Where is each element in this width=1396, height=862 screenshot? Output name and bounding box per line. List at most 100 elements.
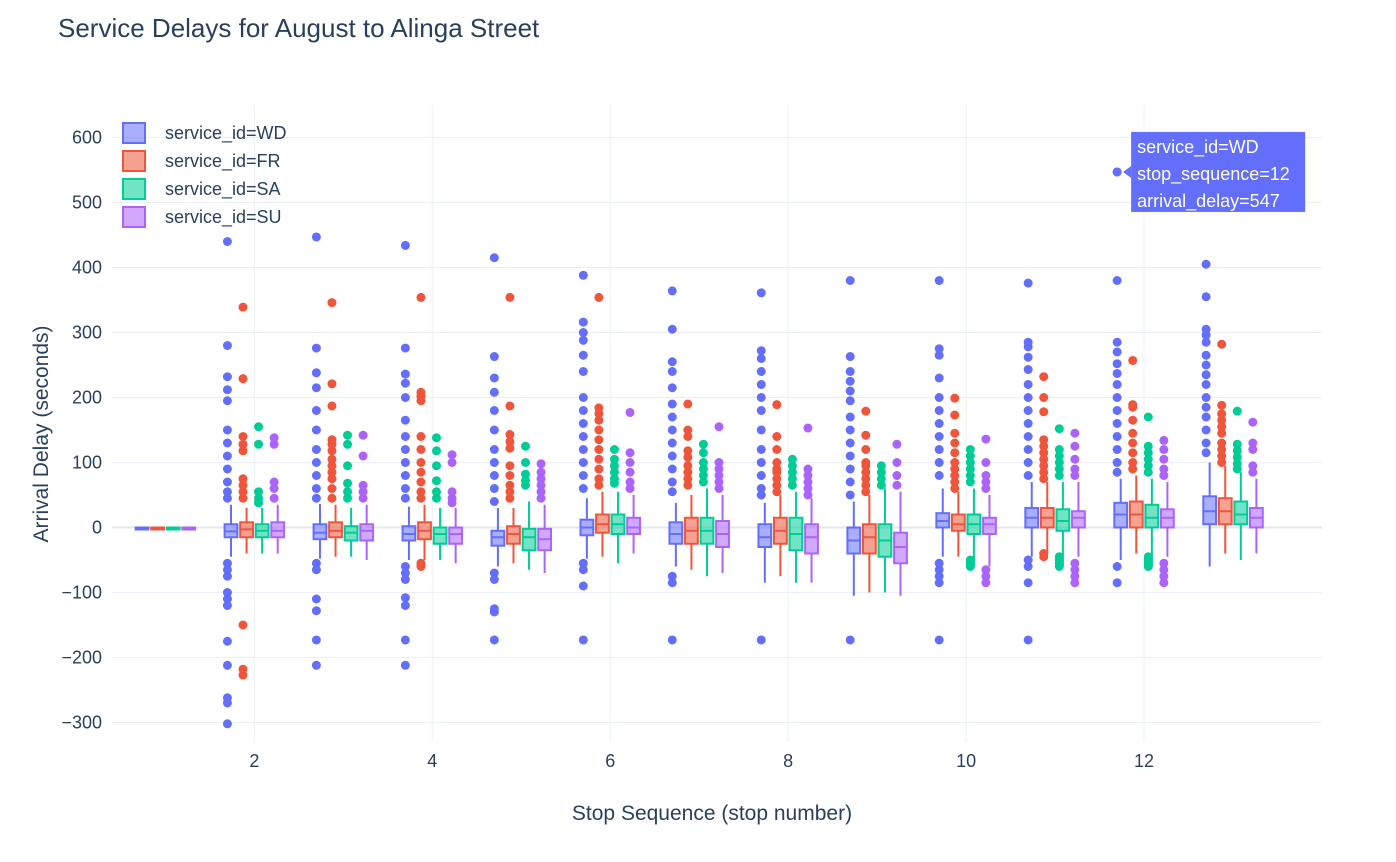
outlier-point <box>787 480 797 490</box>
outlier-point <box>489 575 499 584</box>
outlier-point <box>934 406 944 415</box>
outlier-point <box>876 480 886 490</box>
outlier-point <box>1112 337 1122 347</box>
outlier-point <box>1201 412 1211 422</box>
outlier-point <box>358 487 368 497</box>
outlier-point <box>1112 276 1122 285</box>
outlier-point <box>1112 419 1122 428</box>
outlier-point <box>222 341 232 350</box>
outlier-point <box>950 393 960 403</box>
y-tick-label: 100 <box>72 453 102 473</box>
outlier-point <box>698 464 708 474</box>
box-service_id=SA-stop-6 <box>609 445 626 564</box>
outlier-point <box>578 471 588 480</box>
outlier-point <box>950 448 960 458</box>
outlier-point <box>934 445 944 454</box>
box-service_id=FR-stop-13 <box>1217 339 1233 554</box>
outlier-point <box>400 562 410 571</box>
outlier-point <box>1112 467 1122 477</box>
outlier-point <box>358 451 368 461</box>
outlier-point <box>683 399 693 409</box>
outlier-point <box>416 458 426 467</box>
outlier-point <box>756 354 766 363</box>
box-service_id=WD-stop-2 <box>222 237 239 729</box>
outlier-point <box>934 565 944 575</box>
outlier-point <box>965 471 975 480</box>
legend-label: service_id=SA <box>165 179 281 200</box>
y-tick-label: 400 <box>72 258 102 278</box>
outlier-point <box>625 467 635 477</box>
outlier-point <box>343 430 353 440</box>
box-service_id=SA-stop-1 <box>165 526 181 531</box>
outlier-point <box>698 439 708 449</box>
outlier-point <box>327 484 337 493</box>
outlier-point <box>1039 407 1049 417</box>
outlier-point <box>1143 441 1153 451</box>
outlier-point <box>489 568 499 578</box>
outlier-point <box>578 406 588 415</box>
hover-pointer <box>1123 165 1132 178</box>
outlier-point <box>1143 562 1153 571</box>
outlier-point <box>400 369 410 379</box>
outlier-point <box>222 601 232 610</box>
outlier-point <box>578 270 588 280</box>
box-service_id=FR-stop-7 <box>683 399 699 570</box>
outlier-point <box>1128 428 1138 438</box>
outlier-point <box>1023 380 1033 389</box>
y-axis-ticks: −300 −200 −100 0 100 200 300 400 500 600 <box>61 128 102 733</box>
outlier-point <box>1112 368 1122 378</box>
outlier-point <box>489 484 499 493</box>
outlier-point <box>358 493 368 503</box>
outlier-point <box>1159 471 1169 480</box>
outlier-point <box>845 477 855 487</box>
outlier-point <box>238 439 248 449</box>
outlier-point <box>787 454 797 464</box>
outlier-point <box>803 484 813 493</box>
outlier-point <box>222 237 232 246</box>
outlier-point <box>536 487 546 497</box>
box-service_id=SU-stop-3 <box>358 430 375 560</box>
box-service_id=FR-stop-10 <box>950 393 966 557</box>
outlier-point <box>1112 432 1122 441</box>
legend-swatch <box>122 178 146 200</box>
outlier-point <box>756 406 766 415</box>
box-service_id=SA-stop-2 <box>254 422 270 554</box>
outlier-point <box>1201 380 1211 389</box>
hover-line: arrival_delay=547 <box>1137 191 1280 212</box>
outlier-point <box>803 464 813 474</box>
outlier-point <box>489 352 499 362</box>
box-service_id=FR-stop-3 <box>327 298 343 557</box>
outlier-point <box>343 478 353 488</box>
outlier-point <box>489 607 499 617</box>
outlier-point <box>861 467 871 477</box>
outlier-point <box>861 406 871 416</box>
outlier-point <box>416 493 426 503</box>
outlier-point <box>489 497 499 506</box>
outlier-point <box>1217 438 1227 448</box>
outlier-point <box>756 288 766 298</box>
outlier-point <box>1159 435 1169 445</box>
outlier-point <box>1201 360 1211 370</box>
outlier-point <box>683 446 693 456</box>
box-service_id=SA-stop-5 <box>520 441 537 570</box>
box-body <box>861 523 877 555</box>
legend-label: service_id=FR <box>165 151 281 172</box>
chart-title: Service Delays for August to Alinga Stre… <box>58 13 540 43</box>
box-service_id=SU-stop-9 <box>892 439 908 596</box>
outlier-point <box>667 383 677 393</box>
outlier-point <box>625 448 635 458</box>
outlier-point <box>1023 578 1033 588</box>
outlier-point <box>981 477 991 487</box>
outlier-point <box>358 430 368 440</box>
outlier-point <box>1143 467 1153 477</box>
outlier-point <box>1070 578 1080 588</box>
outlier-point <box>505 461 515 471</box>
box-service_id=SU-stop-8 <box>803 423 819 583</box>
outlier-point <box>756 380 766 389</box>
outlier-point <box>965 445 975 454</box>
outlier-point <box>222 464 232 474</box>
hover-line: stop_sequence=12 <box>1137 164 1290 185</box>
box-service_id=FR-stop-8 <box>772 400 788 577</box>
outlier-point <box>578 484 588 493</box>
outlier-point <box>400 593 410 603</box>
